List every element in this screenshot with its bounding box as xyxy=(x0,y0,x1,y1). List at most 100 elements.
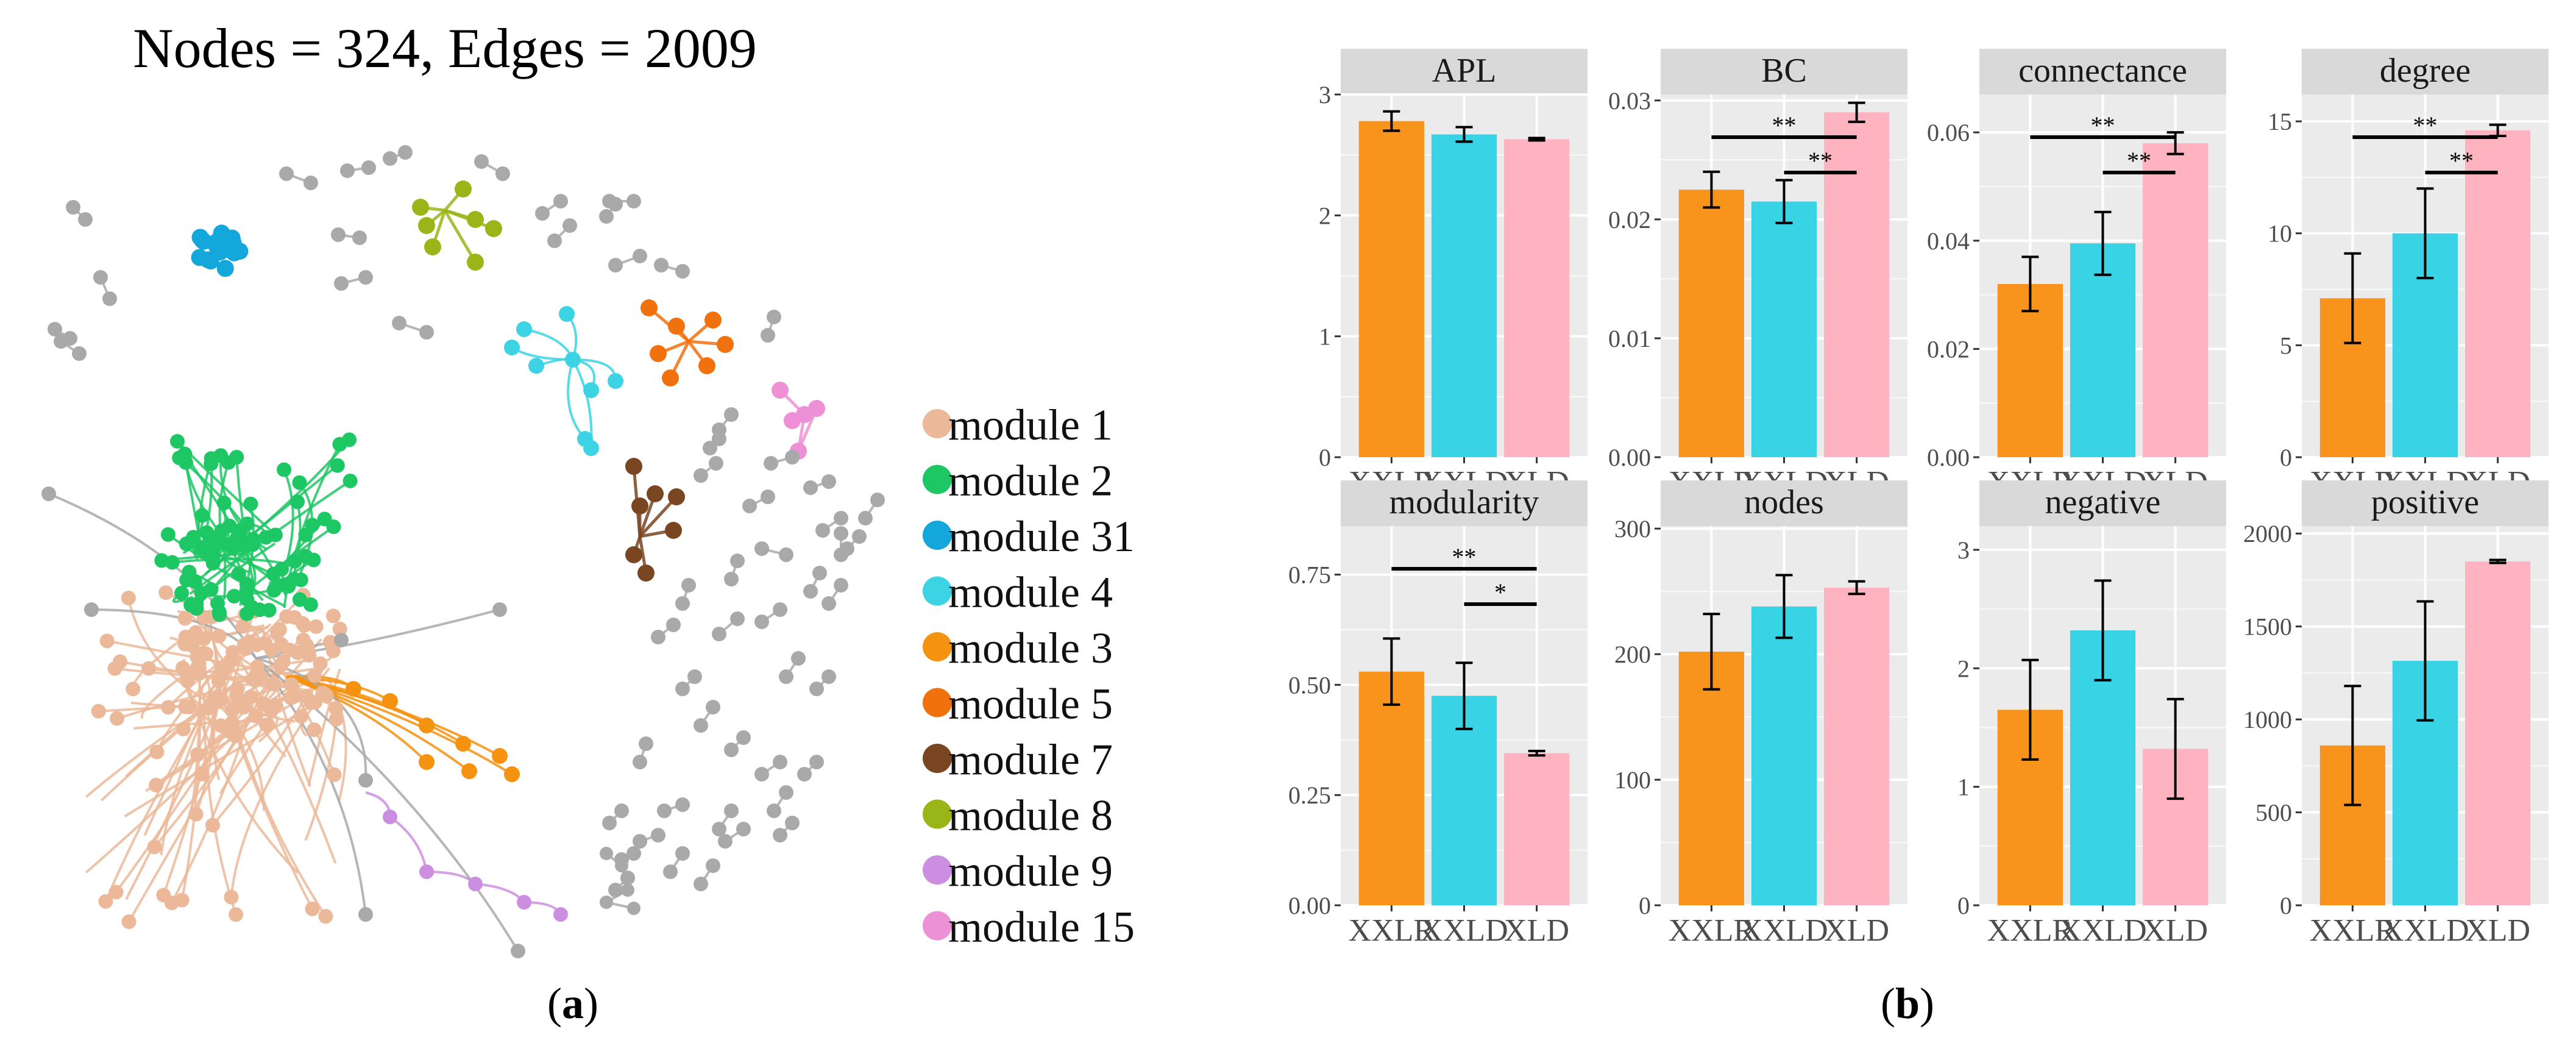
network-node xyxy=(663,864,678,879)
network-node xyxy=(194,766,210,782)
network-node xyxy=(583,440,599,456)
network-node xyxy=(706,700,720,714)
network-node xyxy=(736,730,751,745)
network-node xyxy=(455,180,472,198)
network-node xyxy=(724,407,739,422)
facet-title: APL xyxy=(1432,52,1497,90)
network-node xyxy=(110,711,125,726)
network-node xyxy=(332,621,347,636)
network-title: Nodes = 324, Edges = 2009 xyxy=(133,17,757,79)
x-tick-label: XXLD xyxy=(2059,913,2146,948)
network-node xyxy=(419,325,434,340)
network-node xyxy=(730,611,745,626)
bar-XXLD xyxy=(1431,134,1497,457)
network-node xyxy=(275,654,291,669)
network-node xyxy=(764,456,778,471)
bar-XXLD xyxy=(2070,243,2136,457)
network-node xyxy=(303,176,318,190)
network-node xyxy=(615,859,628,872)
facet-grid: APL0123XXLRXXLDXLDBC0.000.010.020.03XXLR… xyxy=(1288,49,2549,948)
network-node xyxy=(225,715,240,730)
x-tick-label: XLD xyxy=(2465,913,2530,948)
network-node xyxy=(179,536,194,551)
facet-title: degree xyxy=(2380,52,2471,90)
x-tick-label: XXLD xyxy=(2381,913,2469,948)
x-tick-label: XLD xyxy=(2143,913,2208,948)
network-node xyxy=(239,577,254,592)
network-node xyxy=(834,526,848,541)
network-node xyxy=(631,497,648,515)
facet-strip xyxy=(2302,480,2549,526)
network-node xyxy=(383,810,397,824)
x-tick-label: XXLR xyxy=(2310,913,2396,948)
network-node xyxy=(467,211,484,228)
network-node xyxy=(307,668,322,683)
network-node xyxy=(305,518,320,533)
network-node xyxy=(342,473,358,488)
y-tick-label: 0.02 xyxy=(1927,335,1970,363)
network-node xyxy=(517,895,531,910)
legend-swatch xyxy=(923,521,952,550)
network-node xyxy=(188,807,204,822)
network-panel: Nodes = 324, Edges = 2009 module 1module… xyxy=(41,17,1135,1028)
network-node xyxy=(78,212,93,227)
network-node xyxy=(694,468,708,483)
network-node xyxy=(602,194,617,208)
network-node xyxy=(243,689,258,705)
panel-b-caption: (b) xyxy=(1881,979,1934,1028)
network-node xyxy=(308,619,324,634)
y-tick-label: 0.75 xyxy=(1288,561,1331,589)
network-node xyxy=(230,689,245,705)
network-node xyxy=(706,858,720,873)
network-edge xyxy=(304,718,338,841)
module-legend: module 1 module 2 module 31 module 4 module … xyxy=(923,401,1135,952)
network-node xyxy=(712,822,726,836)
y-tick-label: 200 xyxy=(1614,641,1651,668)
network-node xyxy=(193,231,211,249)
bar-XXLR xyxy=(1678,190,1744,457)
network-edge xyxy=(124,689,341,818)
network-node xyxy=(331,227,346,242)
y-tick-label: 5 xyxy=(2280,332,2292,359)
y-tick-label: 15 xyxy=(2268,108,2292,135)
y-tick-label: 1 xyxy=(1319,323,1331,351)
network-node xyxy=(852,529,867,544)
network-node xyxy=(467,254,484,271)
bar-chart-panel: APL0123XXLRXXLDXLDBC0.000.010.020.03XXLR… xyxy=(1288,49,2549,1028)
network-node xyxy=(779,785,793,800)
network-edge xyxy=(155,694,309,786)
network-node xyxy=(803,480,818,495)
network-node xyxy=(625,458,642,475)
network-node xyxy=(608,258,623,273)
network-node xyxy=(821,669,836,684)
network-node xyxy=(712,432,726,446)
network-node xyxy=(231,566,246,582)
network-node xyxy=(718,834,733,849)
facet-connectance: connectance0.000.020.040.06XXLRXXLDXLD**… xyxy=(1927,49,2226,500)
network-node xyxy=(712,627,726,641)
network-node xyxy=(205,818,221,833)
legend-swatch xyxy=(923,688,952,718)
network-node xyxy=(98,894,113,909)
network-node xyxy=(334,633,349,647)
panel-b-letter: b xyxy=(1895,979,1920,1028)
network-node xyxy=(236,538,252,553)
network-node xyxy=(298,549,313,564)
network-nodes xyxy=(41,145,885,958)
panel-a-letter: a xyxy=(562,979,584,1028)
legend-swatch xyxy=(923,465,952,494)
legend-swatch xyxy=(923,409,952,438)
network-node xyxy=(547,233,562,248)
network-node xyxy=(243,496,258,511)
network-node xyxy=(208,233,225,251)
network-node xyxy=(178,629,193,644)
network-node xyxy=(620,871,635,885)
network-node xyxy=(196,646,211,661)
network-node xyxy=(858,511,873,526)
facet-strip xyxy=(1341,49,1588,94)
y-tick-label: 0.02 xyxy=(1608,206,1651,233)
network-node xyxy=(191,249,208,266)
network-node xyxy=(210,596,225,611)
network-node xyxy=(211,629,227,644)
facet-APL: APL0123XXLRXXLDXLD xyxy=(1319,49,1588,500)
